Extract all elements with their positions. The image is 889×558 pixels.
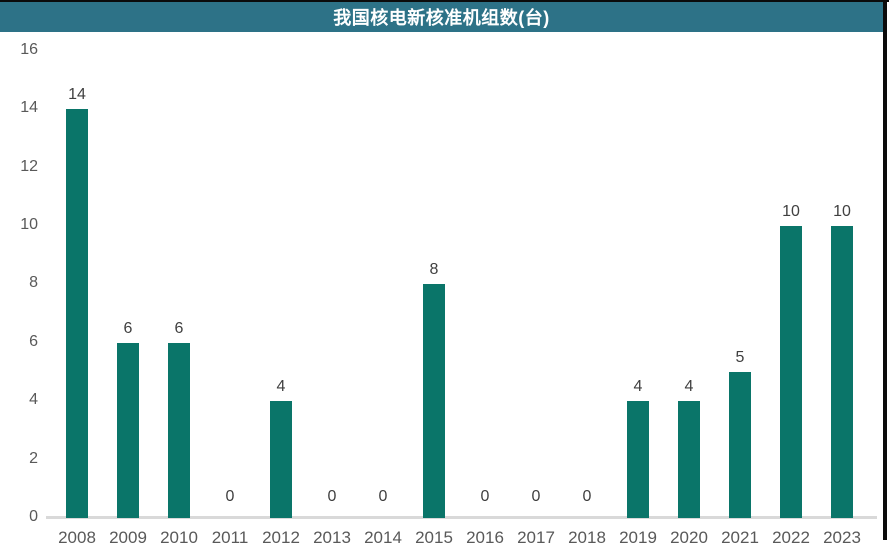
y-tick-label: 16 (20, 40, 38, 58)
right-border (883, 0, 887, 540)
y-tick-label: 8 (29, 274, 38, 292)
bar (831, 226, 853, 518)
bar-value-label: 14 (68, 86, 86, 104)
bar-value-label: 10 (782, 203, 800, 220)
bar (678, 401, 700, 518)
bar-value-label: 6 (174, 319, 184, 337)
bar-value-label: 4 (684, 378, 694, 396)
bar-value-label: 10 (833, 203, 851, 220)
bar-value-label: 5 (735, 349, 745, 366)
y-tick-label: 4 (29, 391, 38, 409)
x-tick-label: 2023 (823, 528, 861, 547)
x-tick-label: 2009 (109, 528, 147, 547)
y-tick-label: 6 (29, 332, 38, 350)
x-tick-label: 2022 (772, 528, 810, 547)
x-tick-label: 2019 (619, 528, 657, 547)
chart-title-bar: 我国核电新核准机组数(台) (0, 2, 883, 32)
x-axis-line (46, 516, 877, 519)
bar-value-label: 0 (480, 488, 490, 505)
x-tick-label: 2021 (721, 528, 759, 547)
y-tick-label: 14 (20, 99, 38, 117)
x-tick-label: 2015 (415, 528, 453, 547)
x-tick-label: 2012 (262, 528, 300, 547)
x-tick-label: 2011 (211, 528, 249, 547)
x-tick-label: 2016 (466, 528, 504, 547)
bar (423, 284, 445, 518)
x-tick-label: 2020 (670, 528, 708, 547)
bar-value-label: 0 (582, 488, 592, 505)
bar (780, 226, 802, 518)
x-tick-label: 2010 (160, 528, 198, 547)
bar (270, 401, 292, 518)
bar-value-label: 6 (123, 319, 133, 337)
bar (627, 401, 649, 518)
y-tick-label: 0 (29, 508, 38, 525)
bar-value-label: 4 (633, 378, 643, 396)
x-tick-label: 2017 (517, 528, 555, 547)
y-tick-label: 12 (20, 157, 38, 175)
bar (66, 109, 88, 518)
x-tick-label: 2008 (58, 528, 96, 547)
bar (168, 342, 190, 518)
bar-value-label: 8 (429, 261, 439, 279)
x-tick-label: 2013 (313, 528, 351, 547)
bar-value-label: 0 (531, 488, 541, 505)
plot-area: 16 14 12 10 8 6 4 2 0 14 6 6 0 4 0 0 8 0 0 0 4 4 5 10 10 2008 20… (0, 32, 883, 558)
bar-value-label: 0 (225, 488, 235, 505)
y-tick-label: 10 (20, 216, 38, 233)
bar-value-label: 0 (327, 488, 337, 505)
chart-title: 我国核电新核准机组数(台) (333, 8, 550, 28)
bar-value-label: 0 (378, 488, 388, 505)
x-tick-label: 2018 (568, 528, 606, 547)
bar (729, 372, 751, 518)
bar-value-label: 4 (276, 378, 286, 396)
y-tick-label: 2 (29, 449, 38, 467)
x-tick-label: 2014 (364, 528, 402, 547)
bar (117, 342, 139, 518)
top-border (0, 0, 889, 2)
